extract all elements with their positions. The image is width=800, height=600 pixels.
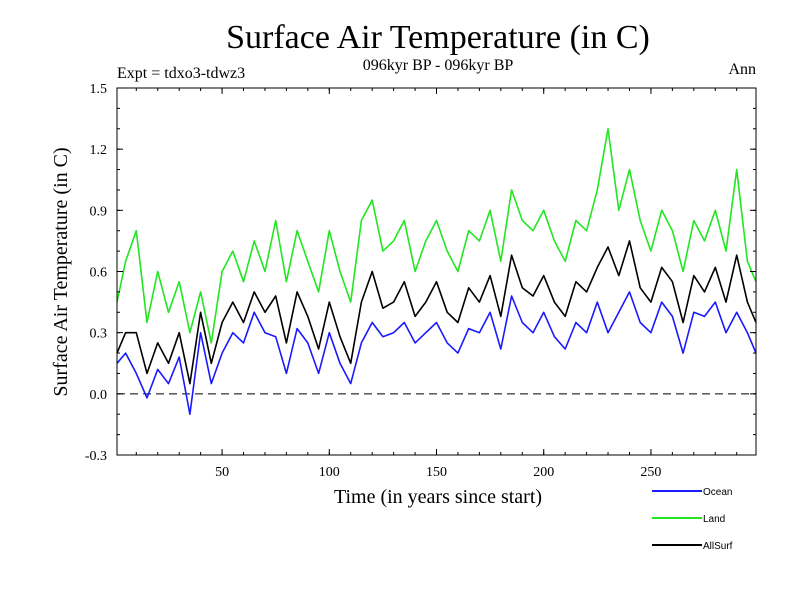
series-line-land xyxy=(116,128,757,344)
legend-label-land: Land xyxy=(703,514,725,525)
x-axis-title: Time (in years since start) xyxy=(334,486,542,508)
series-line-allsurf xyxy=(116,240,757,385)
y-axis-title: Surface Air Temperature (in C) xyxy=(50,147,72,396)
season-label: Ann xyxy=(728,61,756,78)
period-label: 096kyr BP - 096kyr BP xyxy=(363,57,514,74)
chart-title: Surface Air Temperature (in C) xyxy=(226,19,650,56)
legend-label-allsurf: AllSurf xyxy=(703,541,733,552)
legend: Ocean Land AllSurf xyxy=(652,487,733,552)
y-tick-label: 0.0 xyxy=(90,388,108,403)
x-tick-label: 100 xyxy=(319,465,340,480)
y-tick-label: 0.6 xyxy=(90,266,108,281)
plot-area: -0.3 0.0 0.3 0.6 0.9 1.2 1.5 50 100 150 200 250 xyxy=(85,82,757,480)
x-tick-label: 150 xyxy=(426,465,447,480)
experiment-label: Expt = tdxo3-tdwz3 xyxy=(117,65,245,82)
y-tick-label: 1.2 xyxy=(90,143,108,158)
y-tick-label: 1.5 xyxy=(90,82,108,97)
x-tick-label: 250 xyxy=(640,465,661,480)
x-tick-label: 50 xyxy=(215,465,229,480)
series-line-ocean xyxy=(116,291,757,416)
y-tick-label: 0.3 xyxy=(90,327,108,342)
legend-label-ocean: Ocean xyxy=(703,487,732,498)
y-tick-label: 0.9 xyxy=(90,204,108,219)
y-tick-label: -0.3 xyxy=(85,449,107,464)
x-tick-label: 200 xyxy=(533,465,554,480)
